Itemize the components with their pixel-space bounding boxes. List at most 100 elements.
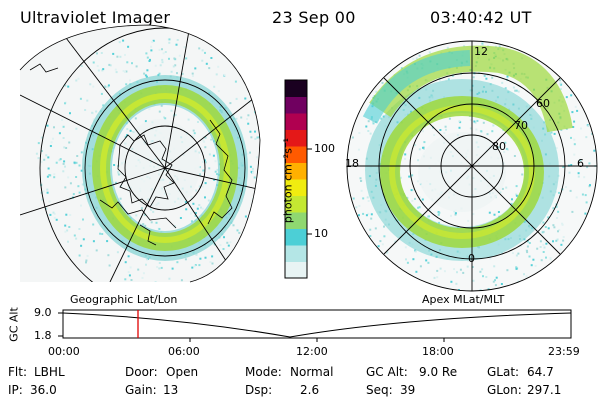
background-speckle: [383, 235, 386, 238]
background-speckle: [576, 109, 579, 112]
background-speckle: [102, 104, 105, 107]
background-speckle: [68, 141, 71, 144]
background-speckle: [372, 122, 375, 125]
background-speckle: [211, 262, 214, 265]
background-speckle: [584, 212, 587, 215]
background-speckle: [203, 159, 206, 162]
background-speckle: [53, 126, 55, 129]
background-speckle: [494, 279, 496, 282]
background-speckle: [58, 132, 61, 135]
background-speckle: [453, 268, 456, 271]
background-speckle: [80, 204, 82, 207]
background-speckle: [525, 275, 528, 278]
background-speckle: [427, 261, 430, 264]
instrument-title: Ultraviolet Imager: [20, 8, 171, 27]
background-speckle: [471, 266, 474, 268]
background-speckle: [501, 187, 504, 190]
background-speckle: [63, 146, 66, 149]
background-speckle: [96, 52, 98, 55]
background-speckle: [80, 169, 83, 172]
background-speckle: [211, 255, 214, 258]
background-speckle: [129, 266, 132, 269]
background-speckle: [542, 230, 545, 233]
background-speckle: [485, 77, 488, 80]
background-speckle: [201, 49, 204, 52]
background-speckle: [46, 191, 49, 194]
background-speckle: [497, 146, 500, 149]
background-speckle: [559, 79, 561, 82]
background-speckle: [174, 114, 177, 116]
background-speckle: [68, 226, 71, 228]
altitude-plot: [58, 309, 572, 342]
background-speckle: [517, 90, 520, 93]
background-speckle: [126, 134, 128, 137]
background-speckle: [536, 247, 539, 250]
background-speckle: [148, 108, 151, 111]
background-speckle: [49, 174, 52, 177]
background-speckle: [91, 111, 94, 114]
background-speckle: [189, 212, 192, 215]
background-speckle: [146, 258, 149, 261]
background-speckle: [528, 242, 531, 244]
background-speckle: [584, 194, 587, 197]
background-speckle: [37, 142, 40, 145]
background-speckle: [428, 51, 431, 54]
background-speckle: [383, 225, 385, 228]
background-speckle: [411, 199, 414, 202]
background-speckle: [64, 186, 67, 189]
background-speckle: [78, 228, 81, 230]
background-speckle: [192, 202, 195, 205]
background-speckle: [179, 217, 182, 219]
background-speckle: [184, 201, 187, 204]
background-speckle: [249, 130, 252, 133]
background-speckle: [222, 248, 225, 250]
background-speckle: [53, 212, 56, 215]
background-speckle: [235, 97, 238, 100]
background-speckle: [49, 213, 52, 216]
background-speckle: [444, 125, 447, 128]
background-speckle: [203, 140, 206, 143]
background-speckle: [573, 120, 576, 123]
background-speckle: [158, 262, 161, 264]
status-gain-value: 13: [163, 383, 179, 397]
background-speckle: [112, 52, 115, 55]
background-speckle: [542, 221, 545, 224]
background-speckle: [119, 55, 122, 58]
background-speckle: [170, 70, 173, 73]
background-speckle: [482, 121, 485, 124]
background-speckle: [69, 112, 71, 115]
background-speckle: [358, 132, 361, 134]
background-speckle: [235, 117, 238, 120]
background-speckle: [559, 82, 562, 85]
time-tick-2359: 23:59: [548, 345, 580, 358]
background-speckle: [208, 167, 211, 170]
background-speckle: [380, 117, 383, 120]
background-speckle: [176, 39, 179, 41]
background-speckle: [55, 161, 58, 164]
background-speckle: [506, 75, 509, 78]
background-speckle: [65, 213, 68, 216]
background-speckle: [246, 118, 248, 120]
background-speckle: [76, 155, 79, 157]
background-speckle: [191, 72, 194, 75]
background-speckle: [159, 64, 162, 67]
background-speckle: [552, 240, 554, 243]
altitude-tick-low: 1.8: [34, 329, 52, 342]
background-speckle: [161, 61, 164, 64]
background-speckle: [565, 127, 568, 130]
background-speckle: [158, 72, 161, 75]
colorbar-cell: [285, 245, 307, 262]
background-speckle: [55, 218, 58, 221]
time-tick-0600: 06:00: [168, 345, 200, 358]
background-speckle: [176, 261, 179, 264]
background-speckle: [425, 259, 428, 262]
background-speckle: [183, 46, 186, 49]
background-speckle: [450, 214, 452, 217]
background-speckle: [191, 220, 193, 223]
background-speckle: [492, 124, 495, 127]
background-speckle: [362, 197, 365, 200]
background-speckle: [61, 119, 63, 121]
background-speckle: [562, 239, 565, 242]
background-speckle: [213, 85, 216, 88]
background-speckle: [46, 188, 49, 191]
